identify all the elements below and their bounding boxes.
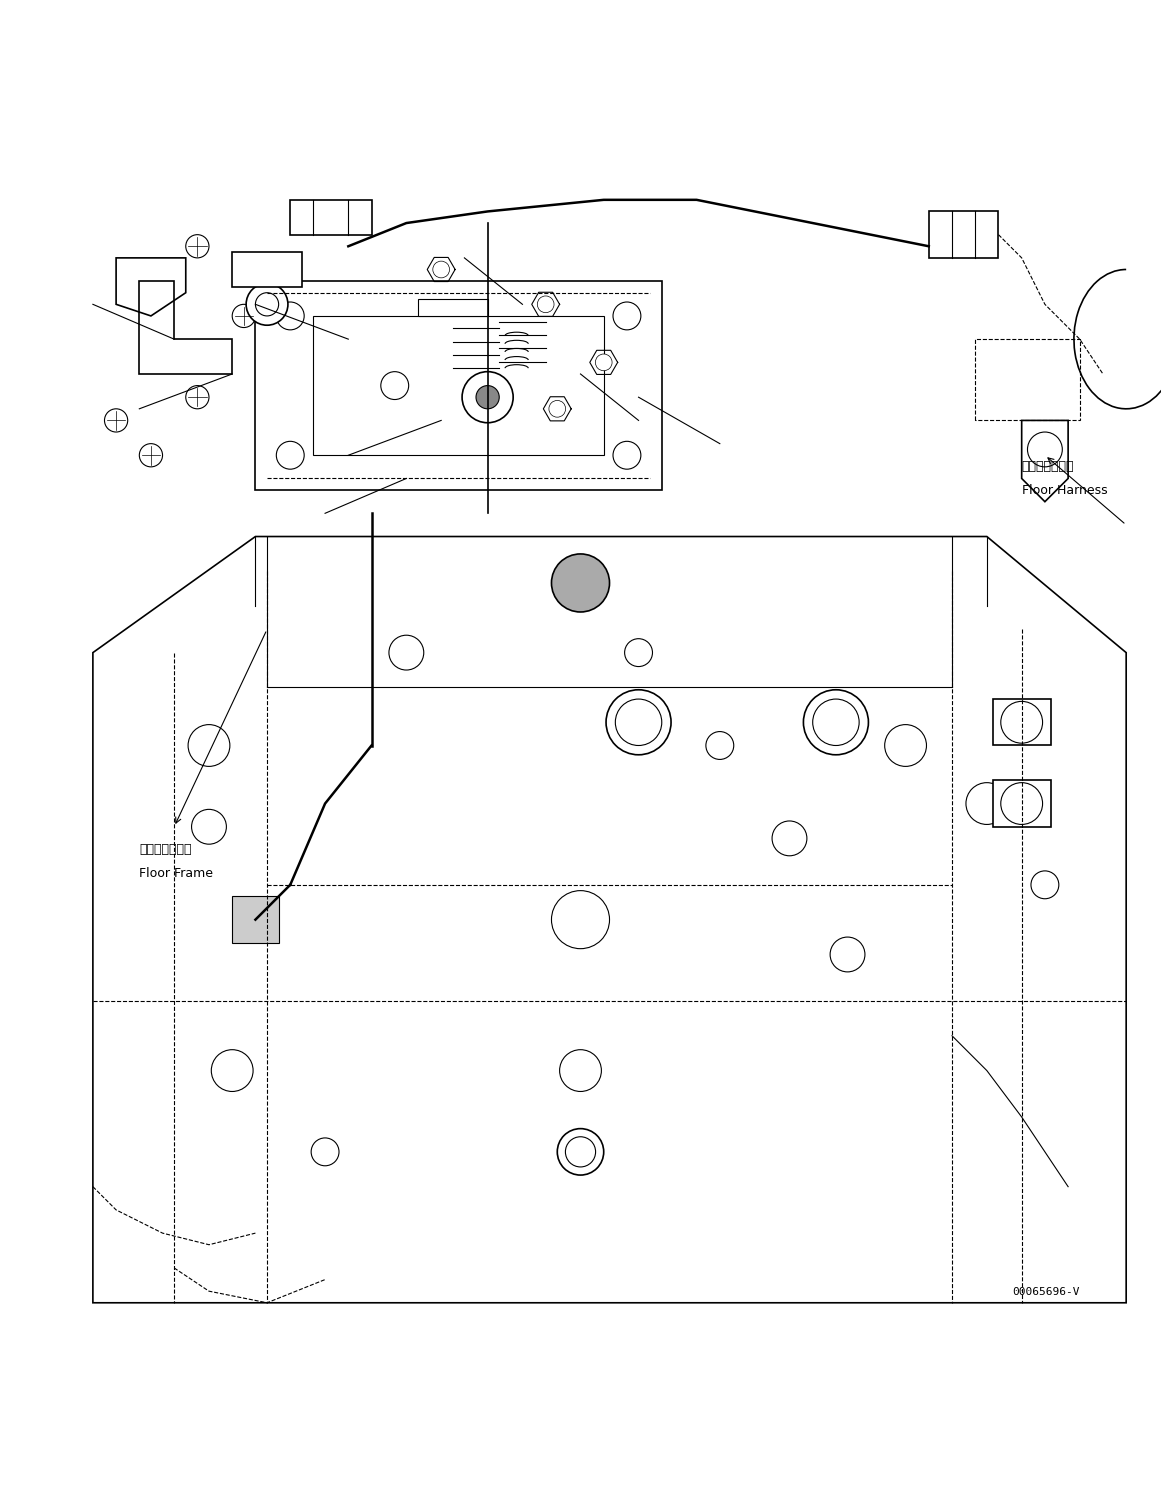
Circle shape <box>188 725 230 766</box>
Text: 00065696-V: 00065696-V <box>1012 1287 1080 1297</box>
Circle shape <box>606 690 671 754</box>
Bar <box>232 896 279 942</box>
Circle shape <box>186 386 209 409</box>
Circle shape <box>551 555 610 611</box>
Circle shape <box>246 283 288 325</box>
Circle shape <box>139 444 163 467</box>
Circle shape <box>232 304 255 328</box>
Circle shape <box>615 699 662 746</box>
Text: Floor Frame: Floor Frame <box>139 866 214 880</box>
Circle shape <box>830 936 865 972</box>
Text: Floor Harness: Floor Harness <box>1022 483 1108 497</box>
Bar <box>232 252 302 286</box>
Circle shape <box>966 783 1008 825</box>
Circle shape <box>276 303 304 330</box>
Circle shape <box>462 371 513 423</box>
Circle shape <box>625 638 652 666</box>
Circle shape <box>255 292 279 316</box>
Circle shape <box>1027 432 1062 467</box>
Circle shape <box>565 1136 596 1167</box>
Circle shape <box>551 890 610 948</box>
Circle shape <box>813 699 859 746</box>
Circle shape <box>560 1050 601 1091</box>
Circle shape <box>557 1129 604 1175</box>
Circle shape <box>211 1050 253 1091</box>
Circle shape <box>389 635 424 669</box>
Circle shape <box>613 303 641 330</box>
Text: フロアハーネス: フロアハーネス <box>1022 461 1074 473</box>
Circle shape <box>596 353 612 371</box>
Circle shape <box>192 810 226 844</box>
Circle shape <box>706 732 734 759</box>
Circle shape <box>186 234 209 258</box>
Circle shape <box>276 441 304 470</box>
Text: フロアフレーム: フロアフレーム <box>139 844 192 856</box>
Circle shape <box>1031 871 1059 899</box>
Circle shape <box>538 295 554 313</box>
Circle shape <box>803 690 868 754</box>
Circle shape <box>613 441 641 470</box>
Circle shape <box>1001 783 1043 825</box>
Circle shape <box>476 386 499 409</box>
Bar <box>993 699 1051 746</box>
Circle shape <box>433 261 449 277</box>
Bar <box>418 298 488 316</box>
Circle shape <box>772 822 807 856</box>
Circle shape <box>311 1138 339 1166</box>
Circle shape <box>549 401 565 417</box>
Circle shape <box>381 371 409 400</box>
Circle shape <box>104 409 128 432</box>
Circle shape <box>885 725 926 766</box>
Bar <box>993 780 1051 828</box>
Circle shape <box>1001 701 1043 743</box>
